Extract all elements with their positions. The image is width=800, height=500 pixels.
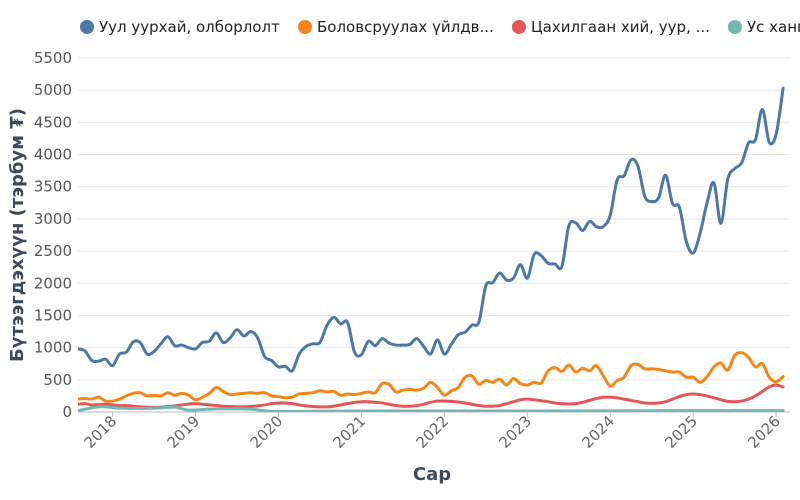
y-tick-label: 3000 (34, 210, 72, 228)
legend-label: Уул уурхай, олборлолт (99, 18, 280, 36)
grid (78, 57, 790, 413)
legend-label: Ус хангамж (747, 18, 800, 36)
legend-swatch (298, 20, 312, 34)
legend-label: Боловсруулах үйлдв... (317, 18, 494, 36)
legend-swatch (80, 20, 94, 34)
legend-item[interactable]: Уул уурхай, олборлолт (80, 18, 280, 36)
x-tick-label: 2020 (247, 412, 287, 452)
y-axis-label: Бүтээгдэхүүн (тэрбум ₮) (7, 108, 28, 362)
series-line-2 (78, 383, 785, 409)
y-tick-label: 1000 (34, 339, 72, 357)
legend-item[interactable]: Боловсруулах үйлдв... (298, 18, 494, 36)
y-tick-label: 500 (43, 371, 72, 389)
x-tick-label: 2021 (330, 412, 370, 452)
y-tick-label: 2000 (34, 274, 72, 292)
x-tick-label: 2023 (495, 412, 535, 452)
y-axis-ticks: 0 500 1000 1500 2000 2500 3000 3500 4000 4500 5000… (34, 49, 72, 421)
x-tick-label: 2026 (744, 412, 784, 452)
series-lines (78, 86, 785, 412)
x-tick-label: 2019 (164, 412, 204, 452)
x-tick-label: 2022 (412, 412, 452, 452)
y-tick-label: 2500 (34, 242, 72, 260)
y-tick-label: 3500 (34, 178, 72, 196)
legend-swatch (512, 20, 526, 34)
series-line-0 (78, 86, 785, 373)
y-tick-label: 1500 (34, 306, 72, 324)
legend-item[interactable]: Ус хангамж (728, 18, 800, 36)
legend: Уул уурхай, олборлолт Боловсруулах үйлдв.… (80, 18, 800, 36)
y-tick-label: 5000 (34, 81, 72, 99)
x-axis-ticks: 2018 2019 2020 2021 2022 2023 2024 2025 2026 (81, 412, 784, 452)
legend-swatch (728, 20, 742, 34)
y-tick-label: 5500 (34, 49, 72, 67)
legend-label: Цахилгаан хий, уур, ... (531, 18, 710, 36)
y-tick-label: 4000 (34, 146, 72, 164)
series-line-3 (78, 405, 785, 412)
x-axis-label: Сар (413, 464, 451, 485)
x-tick-label: 2018 (81, 412, 121, 452)
y-tick-label: 0 (62, 403, 72, 421)
x-tick-label: 2024 (578, 412, 618, 452)
series-line-1 (78, 351, 785, 403)
x-tick-label: 2025 (661, 412, 701, 452)
legend-item[interactable]: Цахилгаан хий, уур, ... (512, 18, 710, 36)
y-tick-label: 4500 (34, 113, 72, 131)
